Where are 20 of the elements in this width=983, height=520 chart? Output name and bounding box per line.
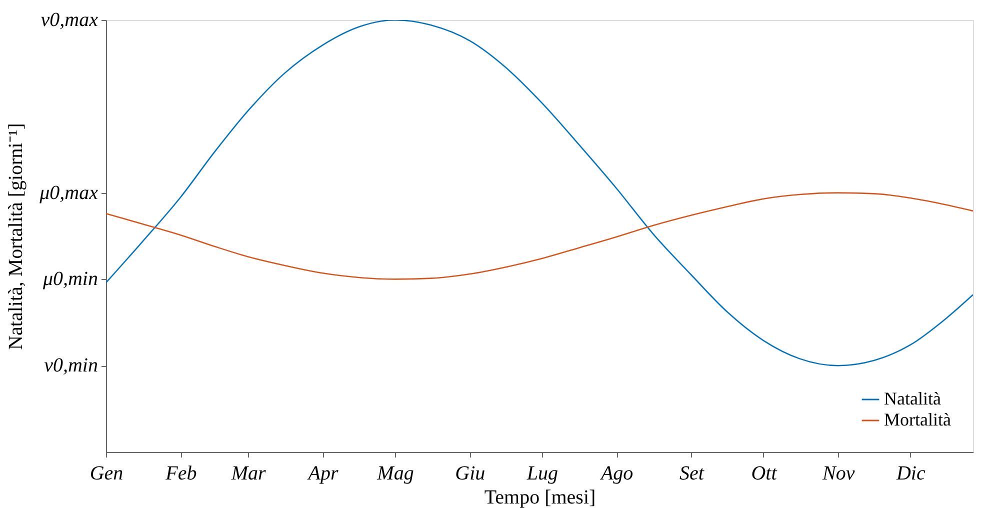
legend-label: Mortalità xyxy=(884,410,951,430)
x-tick-label: Giu xyxy=(455,462,486,484)
x-tick-label: Ott xyxy=(751,462,778,484)
x-tick-label: Set xyxy=(680,462,704,484)
text: ν0,min xyxy=(44,354,98,377)
text: μ0,max xyxy=(38,182,98,204)
text: μ0,min xyxy=(42,268,98,290)
x-tick-label: Nov xyxy=(822,462,855,484)
x-tick-label: Feb xyxy=(164,462,197,484)
x-tick-label: Apr xyxy=(306,462,338,484)
x-tick-label: Mar xyxy=(230,462,266,484)
legend-label: Natalità xyxy=(884,388,941,408)
x-tick-label: Ago xyxy=(598,462,634,484)
x-tick-label: Dic xyxy=(895,462,926,484)
x-tick-label: Lug xyxy=(526,462,558,484)
x-tick-label: Mag xyxy=(376,462,414,484)
x-tick-label: Gen xyxy=(90,462,124,484)
y-axis-title: Natalità, Mortalità [giorni⁻¹] xyxy=(5,123,27,350)
text: ν0,max xyxy=(40,9,98,31)
x-axis-title: Tempo [mesi] xyxy=(484,486,596,508)
